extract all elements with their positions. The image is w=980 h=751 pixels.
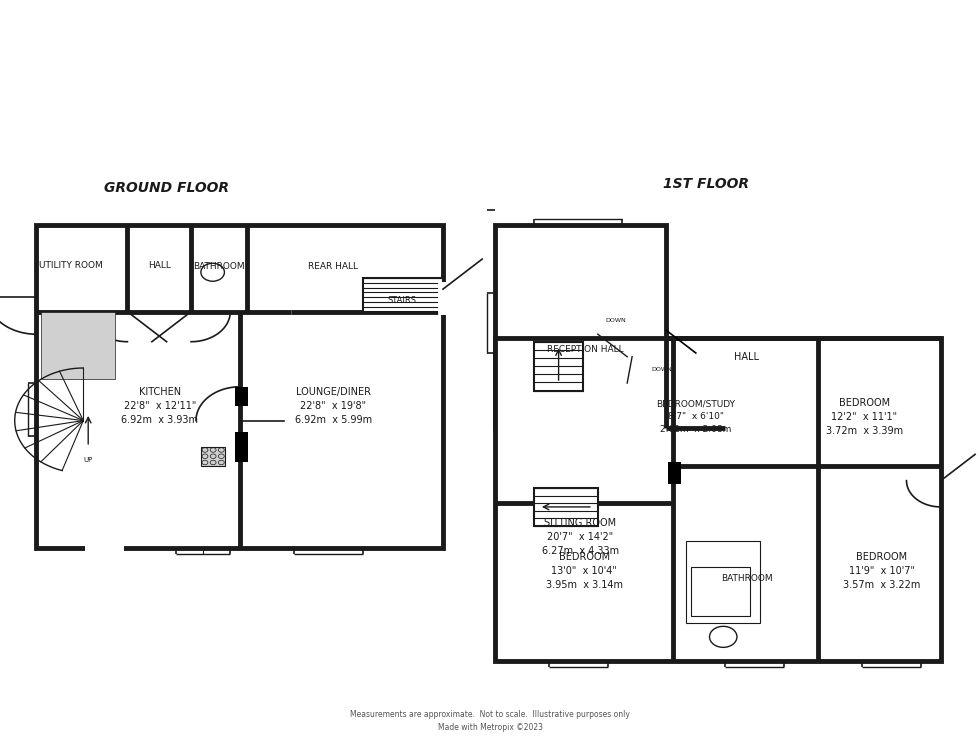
Bar xyxy=(201,447,225,466)
Bar xyxy=(534,342,583,391)
Text: DOWN: DOWN xyxy=(651,367,672,372)
Text: HALL: HALL xyxy=(148,261,171,270)
Text: GROUND FLOOR: GROUND FLOOR xyxy=(104,181,229,195)
Bar xyxy=(36,225,443,548)
Text: DOWN: DOWN xyxy=(605,318,626,323)
Text: RECEPTION HALL: RECEPTION HALL xyxy=(547,345,623,354)
Bar xyxy=(686,541,760,623)
Text: UP: UP xyxy=(83,457,93,463)
Text: HALL: HALL xyxy=(734,351,760,362)
Text: BATHROOM: BATHROOM xyxy=(721,574,772,583)
Bar xyxy=(495,338,941,661)
Text: REAR HALL: REAR HALL xyxy=(308,262,359,271)
Text: BEDROOM
12'2"  x 11'1"
3.72m  x 3.39m: BEDROOM 12'2" x 11'1" 3.72m x 3.39m xyxy=(826,398,903,436)
Text: BEDROOM/STUDY
8'7"  x 6'10"
2.62m  x 2.08m: BEDROOM/STUDY 8'7" x 6'10" 2.62m x 2.08m xyxy=(657,400,735,434)
Text: Measurements are approximate.  Not to scale.  Illustrative purposes only
Made wi: Measurements are approximate. Not to sca… xyxy=(350,710,630,731)
Text: LOUNGE/DINER
22'8"  x 19'8"
6.92m  x 5.99m: LOUNGE/DINER 22'8" x 19'8" 6.92m x 5.99m xyxy=(295,387,371,424)
Text: BEDROOM
13'0"  x 10'4"
3.95m  x 3.14m: BEDROOM 13'0" x 10'4" 3.95m x 3.14m xyxy=(546,552,622,590)
Bar xyxy=(495,225,666,428)
Text: UTILITY ROOM: UTILITY ROOM xyxy=(38,261,103,270)
Bar xyxy=(363,278,443,312)
Bar xyxy=(235,432,248,462)
Bar xyxy=(235,387,248,406)
Bar xyxy=(691,567,750,616)
Text: 1ST FLOOR: 1ST FLOOR xyxy=(662,177,749,191)
Bar xyxy=(194,245,233,261)
Text: KITCHEN
22'8"  x 12'11"
6.92m  x 3.93m: KITCHEN 22'8" x 12'11" 6.92m x 3.93m xyxy=(122,387,198,424)
Bar xyxy=(194,291,233,304)
Text: STAIRS: STAIRS xyxy=(387,296,416,305)
Text: SITTING ROOM
20'7"  x 14'2"
6.27m  x 4.33m: SITTING ROOM 20'7" x 14'2" 6.27m x 4.33m xyxy=(542,518,618,556)
Bar xyxy=(534,488,598,526)
Bar xyxy=(668,462,681,484)
Bar xyxy=(41,312,115,379)
Text: BEDROOM
11'9"  x 10'7"
3.57m  x 3.22m: BEDROOM 11'9" x 10'7" 3.57m x 3.22m xyxy=(844,552,920,590)
Text: BATHROOM: BATHROOM xyxy=(193,262,244,271)
